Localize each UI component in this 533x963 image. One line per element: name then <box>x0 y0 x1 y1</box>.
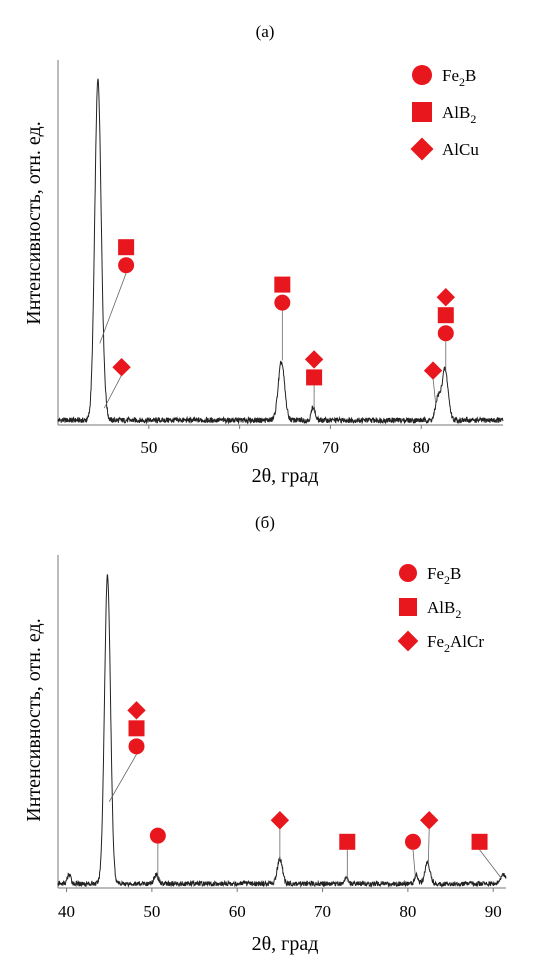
square-marker <box>118 239 135 256</box>
legend-label: Fe2AlCr <box>427 632 484 655</box>
legend-label: Fe2B <box>427 564 461 587</box>
diamond-marker <box>436 288 455 307</box>
circle-marker <box>128 738 145 755</box>
marker-leader-line <box>427 828 430 864</box>
legend-label: AlCu <box>442 140 479 159</box>
x-tick-label: 50 <box>140 438 157 457</box>
panel-a-plot: 50 60 70 80 <box>57 60 504 457</box>
square-marker <box>306 369 323 386</box>
x-tick-label: 80 <box>413 438 430 457</box>
square-marker <box>437 307 454 324</box>
x-tick-label: 60 <box>229 902 246 921</box>
diamond-marker <box>127 701 146 720</box>
square-marker <box>339 833 356 850</box>
panel-b-ylabel: Интенсивность, отн. ед. <box>23 618 45 821</box>
panel-a: (а) Интенсивность, отн. ед. 2θ, град 50 6… <box>23 22 504 487</box>
circle-marker <box>274 294 291 311</box>
x-tick-label: 80 <box>399 902 416 921</box>
legend-label: AlB2 <box>427 598 461 621</box>
panel-a-xlabel: 2θ, град <box>252 465 319 487</box>
circle-marker <box>118 257 135 274</box>
x-tick-label: 50 <box>143 902 160 921</box>
marker-leader-line <box>479 849 503 880</box>
circle-marker <box>437 325 454 342</box>
legend-diamond-icon <box>410 137 434 161</box>
circle-marker <box>404 833 421 850</box>
x-tick-label: 70 <box>314 902 331 921</box>
square-marker <box>471 833 488 850</box>
marker-leader-line <box>99 273 127 344</box>
circle-marker <box>149 827 166 844</box>
panel-b: (б) Интенсивность, отн. ед. 2θ, град 40 5… <box>23 513 507 955</box>
x-tick-label: 40 <box>58 902 75 921</box>
marker-leader-line <box>412 849 416 879</box>
panel-a-ylabel: Интенсивность, отн. ед. <box>23 121 45 324</box>
diamond-marker <box>304 350 324 369</box>
diffraction-curve <box>57 78 504 425</box>
diamond-marker <box>112 358 131 377</box>
legend-diamond-icon <box>397 630 419 652</box>
square-marker <box>274 276 291 293</box>
panel-b-plot: 40 50 60 70 80 90 <box>57 555 507 921</box>
marker-leader-line <box>108 754 137 802</box>
legend-label: AlB2 <box>442 103 476 126</box>
panel-b-legend: Fe2B AlB2 Fe2AlCr <box>397 564 484 655</box>
marker-leader-line <box>432 378 437 405</box>
square-marker <box>128 720 145 737</box>
x-tick-label: 60 <box>231 438 248 457</box>
x-tick-label: 90 <box>485 902 502 921</box>
legend-square-icon <box>412 102 432 122</box>
panel-b-label: (б) <box>255 513 275 532</box>
diffraction-curve <box>57 574 507 888</box>
x-tick-label: 70 <box>322 438 339 457</box>
diamond-marker <box>423 361 443 380</box>
marker-leader-line <box>103 375 122 409</box>
panel-a-legend: Fe2B AlB2 AlCu <box>410 65 479 161</box>
diamond-marker <box>420 811 439 830</box>
legend-circle-icon <box>399 564 417 582</box>
legend-square-icon <box>399 598 417 616</box>
legend-label: Fe2B <box>442 66 476 89</box>
diamond-marker <box>270 811 290 830</box>
legend-circle-icon <box>412 65 432 85</box>
panel-b-xlabel: 2θ, град <box>252 933 319 955</box>
panel-a-label: (а) <box>256 22 275 41</box>
